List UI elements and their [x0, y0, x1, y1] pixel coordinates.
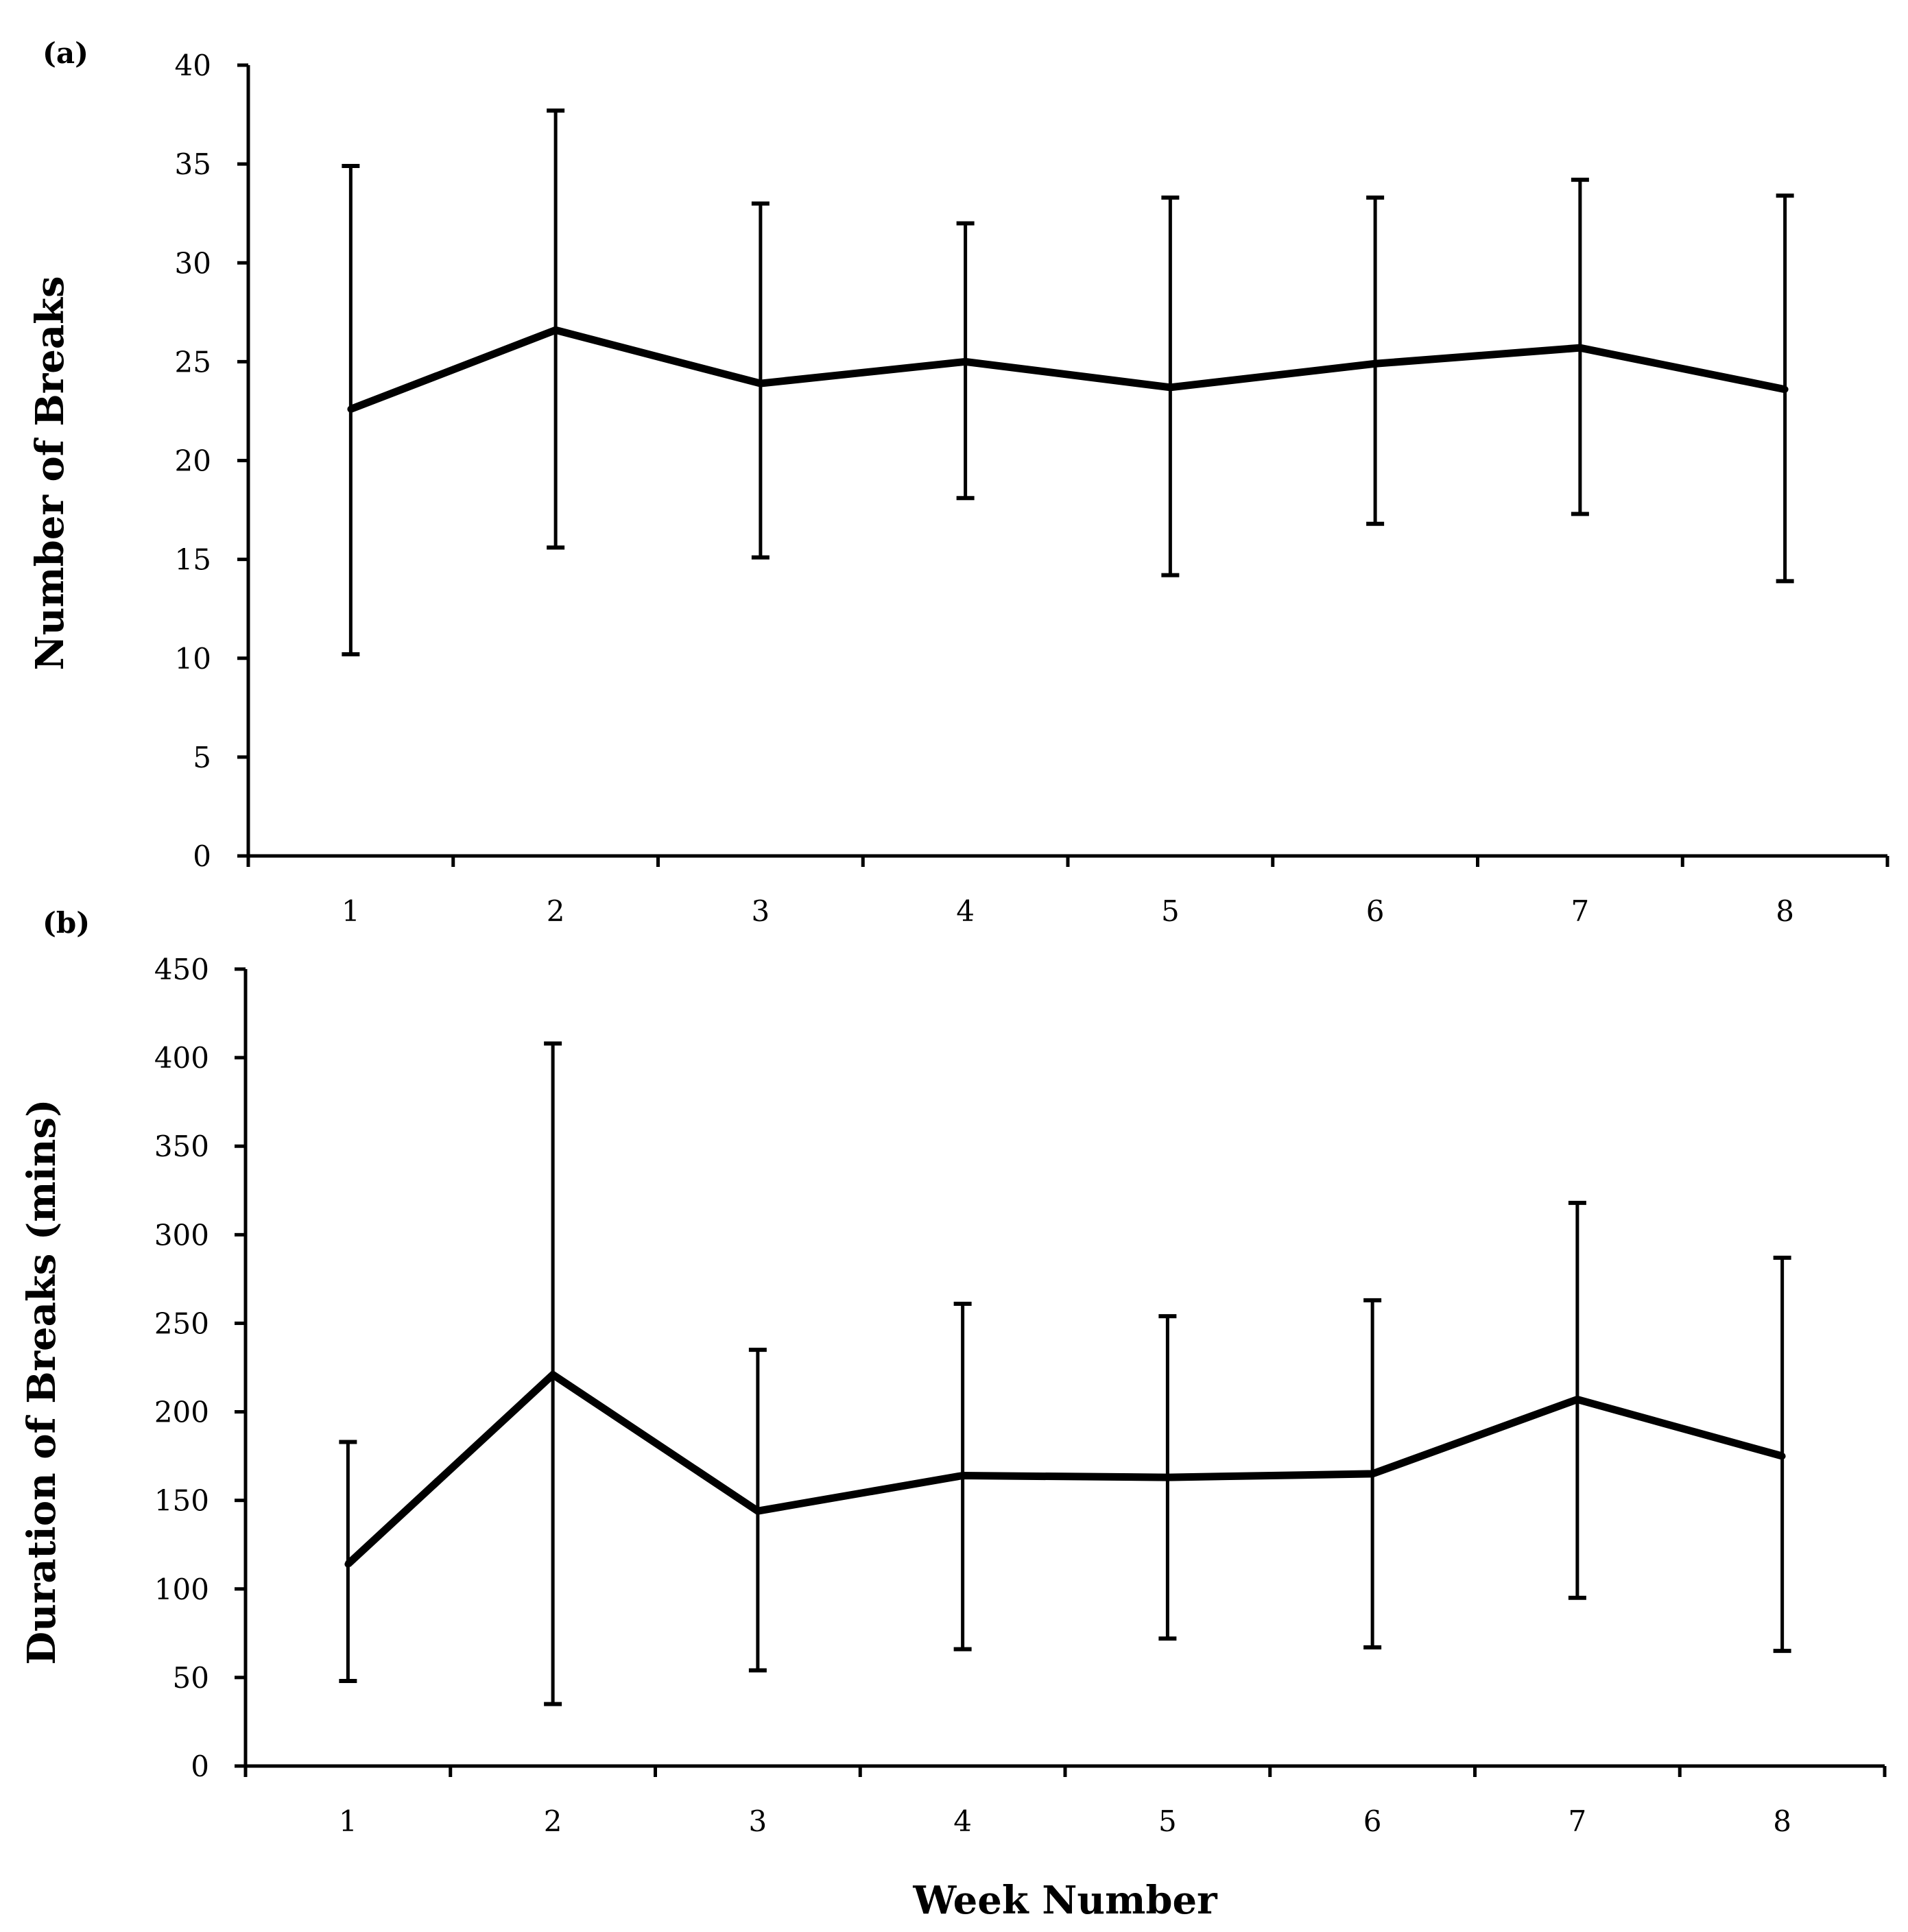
panel-a-y-tick-label: 20 — [175, 444, 211, 478]
panel-b-y-tick-label: 350 — [154, 1130, 209, 1163]
panel-a-y-axis-title: Number of Breaks — [27, 276, 73, 671]
panel-a-x-tick-label: 1 — [342, 894, 360, 928]
panel-b-x-tick-label: 7 — [1569, 1804, 1587, 1838]
panel-a-y-tick-label: 35 — [175, 147, 211, 181]
panel-b-y-axis-title: Duration of Breaks (mins) — [19, 1099, 64, 1665]
panel-a-y-tick-label: 15 — [175, 543, 211, 577]
panel-a-label: (a) — [43, 36, 88, 70]
panel-b-data-point — [1573, 1396, 1581, 1403]
panel-a-data-point — [347, 405, 355, 413]
panel-a-y-tick-label: 40 — [175, 49, 211, 82]
panel-b-data-point — [1369, 1470, 1376, 1477]
panel-b-data-point — [1164, 1474, 1171, 1481]
panel-b-y-tick-label: 450 — [154, 953, 209, 986]
panel-a-x-tick-label: 2 — [547, 894, 565, 928]
panel-b-y-tick-label: 250 — [154, 1307, 209, 1340]
panel-a-x-tick-label: 8 — [1776, 894, 1794, 928]
panel-a-x-tick-label: 7 — [1571, 894, 1590, 928]
panel-b-x-tick-label: 8 — [1773, 1804, 1791, 1838]
panel-b-y-tick-label: 100 — [154, 1573, 209, 1606]
panel-b-x-tick-label: 2 — [544, 1804, 562, 1838]
panel-a-y-tick-label: 0 — [193, 839, 211, 873]
panel-a-data-point — [1781, 385, 1789, 393]
panel-b-data-point — [959, 1472, 966, 1479]
panel-b-y-tick-label: 150 — [154, 1484, 209, 1518]
panel-a-data-point — [962, 358, 969, 366]
panel-b-y-tick-label: 200 — [154, 1396, 209, 1429]
panel-b-x-tick-label: 6 — [1363, 1804, 1382, 1838]
panel-a-data-point — [552, 326, 560, 334]
panel-b-series-line — [345, 1370, 1784, 1567]
panel-a-y-tick-label: 10 — [175, 642, 211, 676]
panel-a-x-tick-label: 6 — [1366, 894, 1385, 928]
panel-b-data-point — [344, 1560, 352, 1568]
panel-a-data-point — [756, 380, 764, 387]
x-axis-title: Week Number — [912, 1878, 1218, 1923]
panel-b-x-tick-label: 5 — [1158, 1804, 1177, 1838]
panel-a-series-line — [349, 326, 1786, 413]
panel-b-label: (b) — [43, 906, 90, 940]
panel-a-x-tick-label: 4 — [956, 894, 975, 928]
panel-a-x-tick-label: 3 — [752, 894, 770, 928]
panel-b-y-tick-label: 50 — [173, 1661, 209, 1695]
panel-b-x-tick-label: 3 — [749, 1804, 767, 1838]
panel-a-y-tick-label: 5 — [193, 741, 211, 774]
panel-a-y-tick-label: 25 — [175, 345, 211, 379]
panel-a-data-point — [1372, 360, 1379, 368]
panel-a-x-tick-label: 5 — [1161, 894, 1180, 928]
panel-a-plot-area: 0 5 10 15 20 25 30 35 40 1 2 3 4 5 6 7 8 — [175, 49, 1889, 928]
panel-b-x-tick-label: 1 — [339, 1804, 357, 1838]
panel-b-data-point — [1778, 1453, 1786, 1460]
panel-b-y-tick-label: 0 — [191, 1750, 209, 1783]
panel-b-duration-of-breaks: (b) Duration of Breaks (mins) Week Numbe… — [19, 906, 1887, 1923]
panel-a-data-point — [1167, 383, 1174, 391]
panel-a-data-point — [1576, 344, 1584, 352]
panel-b-y-tick-label: 400 — [154, 1041, 209, 1075]
panel-b-y-tick-label: 300 — [154, 1218, 209, 1252]
panel-a-y-tick-label: 30 — [175, 246, 211, 280]
panel-b-x-tick-label: 4 — [953, 1804, 972, 1838]
panel-b-data-point — [549, 1371, 557, 1379]
panel-b-plot-area: 0 50 100 150 200 250 300 350 400 450 1 2 3 4 5 6 7 8 — [154, 953, 1887, 1838]
panel-b-data-point — [754, 1507, 761, 1515]
